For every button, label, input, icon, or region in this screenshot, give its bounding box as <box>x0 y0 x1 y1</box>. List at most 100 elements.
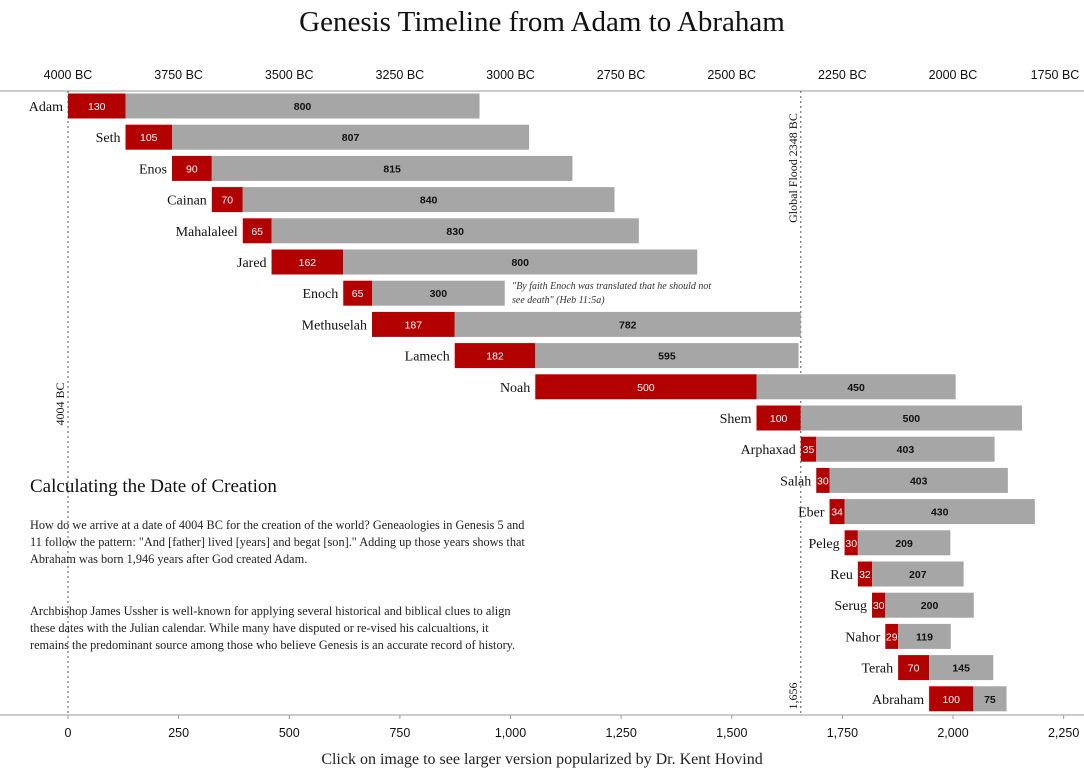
top-tick-label: 3250 BC <box>376 68 425 82</box>
person-name-label: Shem <box>720 412 752 427</box>
value-label-before: 65 <box>352 288 364 300</box>
calc-paragraph-1: How do we arrive at a date of 4004 BC fo… <box>30 518 525 566</box>
value-label-after: 207 <box>909 569 927 581</box>
value-label-before: 500 <box>637 382 655 394</box>
bottom-tick-label: 1,750 <box>827 726 858 740</box>
value-label-after: 119 <box>916 631 933 643</box>
top-tick-label: 3750 BC <box>154 68 203 82</box>
timeline-chart: 4000 BC 3750 BC 3500 BC 3250 BC 3000 BC 2750 … <box>0 68 1084 740</box>
bar-after-son <box>125 93 480 119</box>
value-label-after: 403 <box>910 475 928 487</box>
value-label-after: 300 <box>430 288 448 300</box>
bar-before-son <box>800 436 817 462</box>
value-label-after: 209 <box>895 538 913 550</box>
bar-before-son <box>68 93 126 119</box>
value-label-before: 34 <box>831 507 843 519</box>
value-label-before: 100 <box>770 413 788 425</box>
bottom-tick-label: 0 <box>65 726 72 740</box>
person-name-label: Salah <box>780 474 811 489</box>
value-label-before: 30 <box>845 538 857 550</box>
top-tick-label: 2000 BC <box>929 68 978 82</box>
bar-after-son <box>535 343 799 369</box>
person-name-label: Cainan <box>167 194 207 209</box>
person-name-label: Methuselah <box>302 318 367 333</box>
bar-before-son <box>343 280 372 306</box>
person-name-label: Mahalaleel <box>176 225 238 240</box>
bar-after-son <box>898 623 951 649</box>
value-label-before: 30 <box>873 600 885 612</box>
bottom-tick-label: 500 <box>279 726 300 740</box>
value-label-after: 800 <box>294 101 312 113</box>
person-name-label: Seth <box>96 131 121 146</box>
value-label-after: 430 <box>931 507 949 519</box>
value-label-after: 450 <box>847 382 865 394</box>
value-label-before: 162 <box>299 257 317 269</box>
value-label-before: 90 <box>186 163 198 175</box>
bar-after-son <box>929 655 994 681</box>
value-label-after: 595 <box>658 351 676 363</box>
bar-before-son <box>454 343 536 369</box>
bar-before-son <box>844 530 858 556</box>
person-name-label: Eber <box>798 506 825 521</box>
bar-after-son <box>271 218 639 244</box>
value-label-after: 145 <box>952 663 970 675</box>
value-label-before: 182 <box>486 351 504 363</box>
bar-before-son <box>125 124 172 150</box>
creation-date-label: 4004 BC <box>53 382 67 425</box>
value-label-before: 100 <box>942 694 960 706</box>
person-name-label: Nahor <box>845 630 880 645</box>
person-name-label: Noah <box>500 381 530 396</box>
chart-title: Genesis Timeline from Adam to Abraham <box>299 6 785 38</box>
bottom-tick-label: 750 <box>389 726 410 740</box>
person-name-label: Adam <box>29 100 63 115</box>
person-name-label: Arphaxad <box>741 443 796 458</box>
bar-after-son <box>829 467 1008 493</box>
calc-title: Calculating the Date of Creation <box>30 476 277 497</box>
bar-before-son <box>857 561 873 587</box>
footer-caption[interactable]: Click on image to see larger version pop… <box>321 751 763 768</box>
person-name-label: Abraham <box>872 693 924 708</box>
person-name-label: Reu <box>830 568 853 583</box>
person-name-label: Jared <box>237 256 267 271</box>
bar-before-son <box>829 499 845 525</box>
bar-before-son <box>271 249 344 275</box>
value-label-before: 70 <box>908 663 920 675</box>
bottom-tick-label: 250 <box>168 726 189 740</box>
bar-after-son <box>885 592 974 618</box>
value-label-before: 105 <box>140 132 158 144</box>
value-label-after: 840 <box>420 195 438 207</box>
value-label-after: 200 <box>921 600 939 612</box>
top-tick-label: 3500 BC <box>265 68 314 82</box>
flood-label: Global Flood 2348 BC <box>786 113 800 223</box>
value-label-before: 30 <box>817 475 829 487</box>
value-label-after: 830 <box>446 226 464 238</box>
top-tick-label: 2250 BC <box>818 68 867 82</box>
bar-after-son <box>171 124 530 150</box>
bar-before-son <box>756 405 801 431</box>
person-name-label: Serug <box>834 599 867 614</box>
bottom-tick-label: 2,000 <box>937 726 968 740</box>
value-label-after: 500 <box>903 413 921 425</box>
bar-before-son <box>171 155 212 181</box>
flood-year-label: 1,656 <box>786 683 800 710</box>
person-name-label: Enos <box>139 162 167 177</box>
bottom-tick-label: 1,250 <box>605 726 636 740</box>
value-label-before: 65 <box>251 226 263 238</box>
bar-after-son <box>800 405 1023 431</box>
bar-before-son <box>885 623 899 649</box>
bar-after-son <box>242 187 615 213</box>
bar-before-son <box>872 592 886 618</box>
bar-before-son <box>816 467 830 493</box>
bottom-tick-label: 1,500 <box>716 726 747 740</box>
bar-before-son <box>929 686 974 712</box>
person-name-label: Enoch <box>302 287 338 302</box>
bar-after-son <box>844 499 1035 525</box>
value-label-before: 35 <box>803 444 815 456</box>
value-label-before: 70 <box>221 195 233 207</box>
value-label-before: 130 <box>88 101 106 113</box>
value-label-before: 29 <box>886 631 898 643</box>
bar-after-son <box>343 249 698 275</box>
bar-after-son <box>816 436 995 462</box>
calc-paragraph-2: Archbishop James Ussher is well-known fo… <box>30 604 516 652</box>
bar-after-son <box>857 530 951 556</box>
